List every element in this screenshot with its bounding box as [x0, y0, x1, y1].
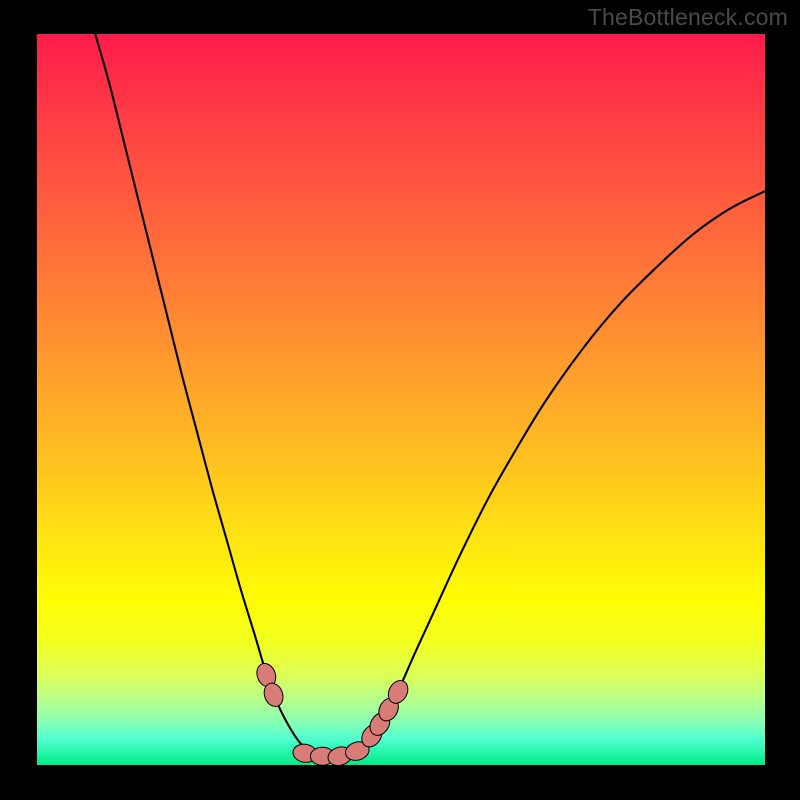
chart-svg	[37, 34, 765, 765]
watermark-text: TheBottleneck.com	[588, 4, 788, 31]
plot-area	[37, 34, 765, 765]
gradient-background	[37, 34, 765, 765]
figure-root: TheBottleneck.com	[0, 0, 800, 800]
